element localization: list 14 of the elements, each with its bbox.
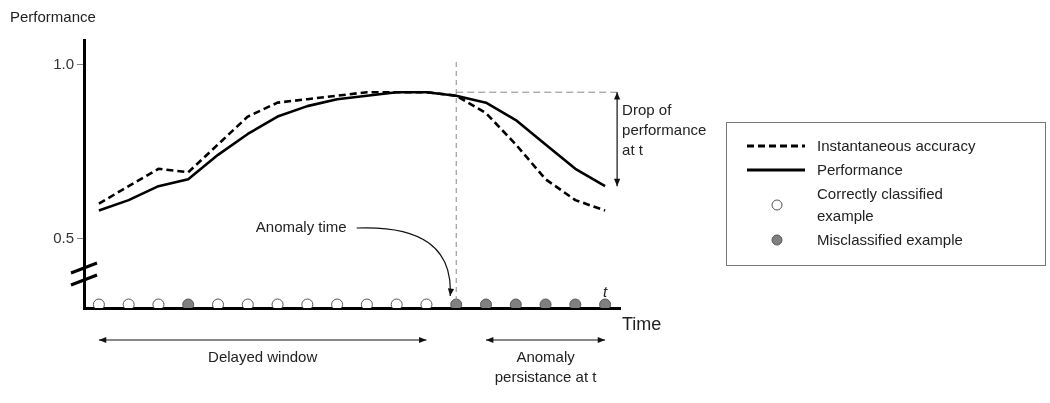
text: Anomaly persistance at t (494, 347, 598, 385)
legend-label: Correctly classified example (817, 184, 944, 226)
legend-label: Performance (817, 160, 903, 180)
legend-label: Instantaneous accuracy (817, 136, 976, 156)
text: Delayed window (208, 347, 318, 365)
line-series (97, 90, 607, 212)
y-tick-label: 1.0 (53, 54, 74, 72)
legend-label: Misclassified example (817, 230, 963, 250)
x-axis-title: Time (622, 313, 662, 334)
annotation: t (603, 282, 609, 300)
y-axis-title: Performance (10, 7, 96, 25)
y-tick-label: 0.5 (53, 228, 74, 246)
annotation: Anomaly time (255, 218, 347, 236)
text: Drop of performance at t (622, 101, 707, 159)
